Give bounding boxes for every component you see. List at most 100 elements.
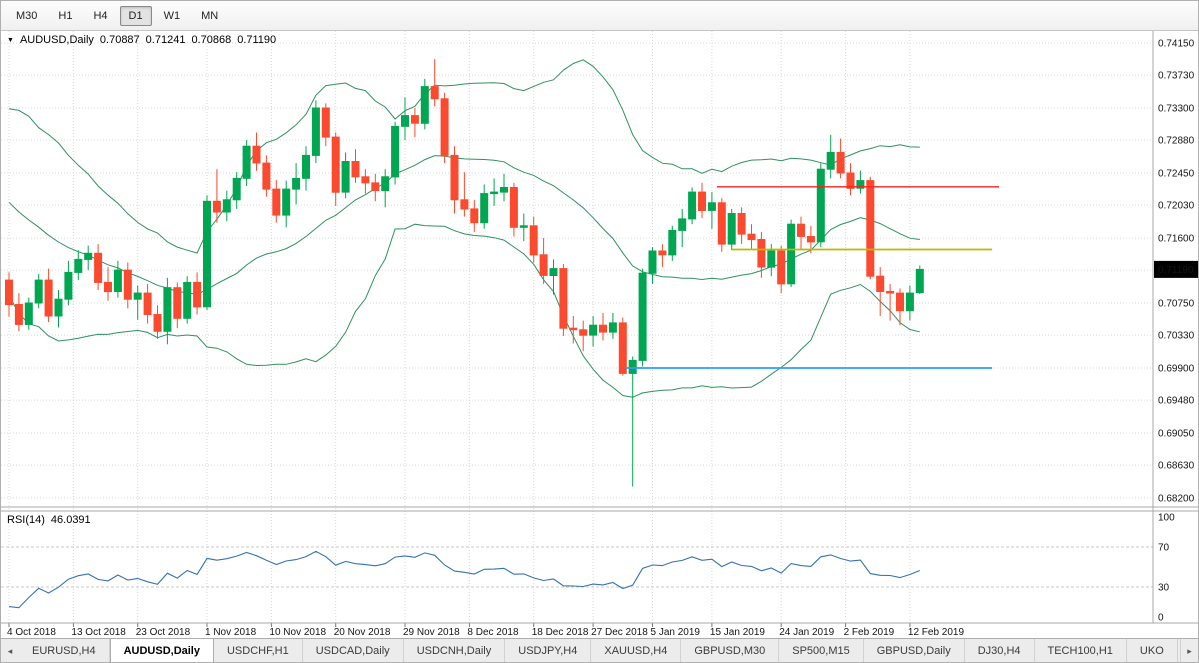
candle bbox=[450, 146, 459, 214]
candle bbox=[500, 173, 508, 202]
candle bbox=[401, 97, 409, 141]
svg-text:0.71190: 0.71190 bbox=[1158, 265, 1194, 276]
price-axis-label: 0.73730 bbox=[1158, 71, 1195, 82]
candle bbox=[896, 288, 904, 326]
symbol-tab-tech100-h1[interactable]: TECH100,H1 bbox=[1035, 639, 1127, 662]
candle bbox=[371, 173, 380, 202]
candle bbox=[262, 155, 271, 197]
price-axis-label: 0.70750 bbox=[1158, 299, 1195, 310]
chart-marker-icon: ▼ bbox=[7, 36, 14, 44]
date-axis-label: 2 Feb 2019 bbox=[844, 627, 895, 638]
price-axis-label: 0.73300 bbox=[1158, 104, 1195, 115]
candle bbox=[341, 152, 350, 199]
price-axis[interactable] bbox=[1153, 31, 1199, 623]
tabbar-scroll-right-icon[interactable]: ▸ bbox=[1180, 639, 1198, 662]
candle bbox=[193, 272, 202, 315]
rsi-axis-label: 30 bbox=[1158, 583, 1170, 594]
candle bbox=[688, 187, 697, 225]
timeframe-button-mn[interactable]: MN bbox=[192, 6, 227, 26]
candle bbox=[123, 262, 132, 309]
candle bbox=[886, 283, 895, 321]
chart-canvas[interactable]: 0.74150 0.73730 0.73300 0.72880 0.72450 0.720… bbox=[1, 31, 1199, 638]
price-axis-label: 0.72880 bbox=[1158, 136, 1195, 147]
candle bbox=[836, 138, 845, 179]
candle bbox=[658, 244, 667, 268]
candle bbox=[797, 216, 805, 251]
symbol-tab-uko[interactable]: UKO bbox=[1127, 639, 1178, 662]
candle bbox=[915, 265, 924, 294]
pane-resize-handle[interactable] bbox=[1, 505, 1153, 511]
candle bbox=[222, 190, 231, 222]
ohlc-open: 0.70887 bbox=[99, 34, 140, 46]
rsi-name: RSI(14) bbox=[7, 514, 45, 526]
price-axis-label: 0.71600 bbox=[1158, 234, 1195, 245]
rsi-line bbox=[8, 550, 921, 609]
candle bbox=[173, 282, 182, 329]
candle bbox=[5, 272, 13, 317]
candle bbox=[34, 273, 43, 309]
symbol-tab-usdcad-daily[interactable]: USDCAD,Daily bbox=[303, 639, 404, 662]
timeframe-button-h4[interactable]: H4 bbox=[84, 6, 116, 26]
chart-ohlc-title: ▼ AUDUSD,Daily 0.70887 0.71241 0.70868 0… bbox=[7, 34, 276, 46]
date-axis-label: 1 Nov 2018 bbox=[205, 627, 257, 638]
candle bbox=[361, 169, 370, 194]
date-axis-label: 29 Nov 2018 bbox=[403, 627, 460, 638]
candle bbox=[331, 132, 340, 206]
candle bbox=[321, 103, 330, 147]
date-axis-label: 8 Dec 2018 bbox=[467, 627, 519, 638]
candle bbox=[153, 305, 162, 339]
chart-symbol-period: AUDUSD,Daily bbox=[19, 34, 94, 46]
candle bbox=[846, 163, 855, 196]
date-axis-label: 4 Oct 2018 bbox=[7, 627, 56, 638]
candle bbox=[64, 260, 73, 306]
timeframe-button-m30[interactable]: M30 bbox=[7, 6, 46, 26]
timeframe-button-d1[interactable]: D1 bbox=[119, 5, 152, 26]
time-axis[interactable] bbox=[1, 623, 1153, 638]
candle bbox=[569, 316, 578, 344]
tabbar-scroll-left-icon[interactable]: ◂ bbox=[7, 646, 13, 656]
symbol-tab-audusd-daily[interactable]: AUDUSD,Daily bbox=[109, 639, 214, 662]
candle bbox=[381, 169, 390, 208]
timeframe-button-h1[interactable]: H1 bbox=[49, 6, 81, 26]
chart-window: 0.74150 0.73730 0.73300 0.72880 0.72450 0.720… bbox=[1, 31, 1199, 638]
candle bbox=[648, 247, 657, 284]
price-axis-label: 0.72450 bbox=[1158, 169, 1195, 180]
symbol-tab-sp500-m15[interactable]: SP500,M15 bbox=[779, 639, 864, 662]
symbol-tab-usdjpy-h4[interactable]: USDJPY,H4 bbox=[505, 639, 592, 662]
candle bbox=[866, 176, 875, 280]
candle bbox=[460, 172, 469, 217]
candle bbox=[856, 170, 865, 194]
candle bbox=[410, 108, 419, 138]
symbol-tab-eurusd-h4[interactable]: EURUSD,H4 bbox=[19, 639, 110, 662]
bollinger-lower-line bbox=[8, 223, 920, 398]
candle bbox=[292, 163, 301, 205]
candle bbox=[74, 250, 83, 281]
symbol-tab-usdchf-h1[interactable]: USDCHF,H1 bbox=[214, 639, 303, 662]
timeframe-button-w1[interactable]: W1 bbox=[155, 6, 190, 26]
candle bbox=[143, 283, 152, 324]
symbol-tab-xauusd-h4[interactable]: XAUUSD,H4 bbox=[591, 639, 682, 662]
timeframe-toolbar: M30 H1 H4 D1 W1 MN bbox=[1, 1, 1198, 31]
price-axis-label: 0.68630 bbox=[1158, 461, 1195, 472]
candle bbox=[44, 268, 53, 323]
rsi-value: 46.0391 bbox=[50, 514, 91, 526]
symbol-tab-usdcnh-daily[interactable]: USDCNH,Daily bbox=[404, 639, 506, 662]
candle bbox=[232, 172, 241, 209]
date-axis-label: 12 Feb 2019 bbox=[908, 627, 965, 638]
candle bbox=[480, 184, 489, 229]
rsi-axis-label: 70 bbox=[1158, 543, 1170, 554]
candle bbox=[282, 180, 291, 228]
drawn-objects-layer bbox=[625, 186, 999, 369]
symbol-tab-gbpusd-m30[interactable]: GBPUSD,M30 bbox=[681, 639, 780, 662]
symbol-tab-gbpusd-daily[interactable]: GBPUSD,Daily bbox=[864, 639, 965, 662]
candle bbox=[242, 140, 251, 186]
symbol-tab-dj30-h4[interactable]: DJ30,H4 bbox=[965, 639, 1035, 662]
candle bbox=[816, 163, 825, 248]
candle bbox=[84, 245, 93, 271]
current-price-tag: 0.71190 bbox=[1154, 260, 1198, 278]
candle bbox=[747, 224, 756, 249]
candle bbox=[559, 264, 568, 336]
date-axis-label: 5 Jan 2019 bbox=[651, 627, 701, 638]
candle bbox=[163, 277, 172, 345]
